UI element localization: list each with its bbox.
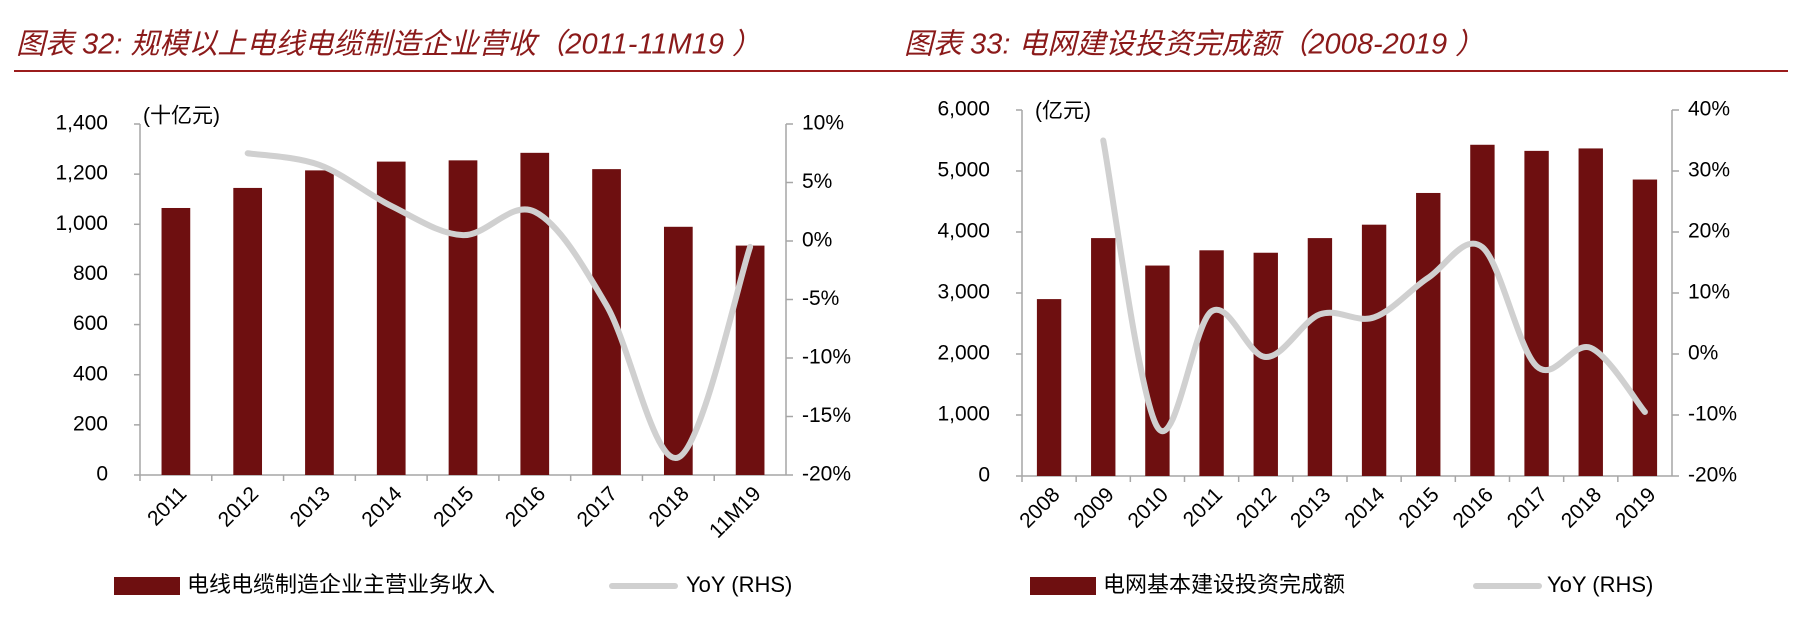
bar [1524,150,1549,476]
bar [1578,148,1603,476]
legend-label: YoY (RHS) [1547,572,1653,597]
y-axis-unit: (亿元) [1035,100,1091,123]
x-tick-label: 2017 [573,482,622,531]
x-tick-label: 2012 [1232,483,1281,532]
y-tick-label: 6,000 [937,98,990,121]
legend-label: YoY (RHS) [686,572,792,597]
line-series [244,150,754,461]
bar [1253,252,1278,476]
y-tick-label: 0 [96,463,108,486]
y2-tick-label: -20% [1688,464,1737,487]
y-tick-label: 600 [73,312,108,335]
y2-tick-label: -5% [802,287,839,310]
y-tick-label: 5,000 [937,159,990,182]
y2-tick-label: -10% [802,346,851,369]
y-tick-label: 4,000 [937,220,990,243]
bar [1091,238,1116,476]
y2-tick-label: 20% [1688,220,1730,243]
bar [1036,299,1062,476]
bar [1416,192,1441,476]
x-tick-label: 2019 [1611,483,1660,532]
x-tick-label: 2015 [429,482,478,531]
x-tick-label: 2010 [1124,483,1173,532]
x-tick-label: 2011 [1179,483,1227,531]
y2-tick-label: 10% [1688,281,1730,304]
y2-tick-label: 30% [1688,159,1730,182]
x-tick-label: 2015 [1394,483,1443,532]
bar [233,187,263,476]
bar [1199,250,1224,476]
y2-tick-label: 40% [1688,98,1730,121]
y-tick-label: 1,400 [55,112,108,135]
chart-title: 图表 32: 规模以上电线电缆制造企业营收（2011-11M19 ） [16,29,761,61]
x-tick-label: 2009 [1069,483,1118,532]
bar [663,226,693,475]
legend-label: 电网基本建设投资完成额 [1103,572,1345,597]
x-tick-label: 2011 [143,482,191,530]
x-tick-label: 2012 [214,482,263,531]
legend-label: 电线电缆制造企业主营业务收入 [187,572,495,597]
x-tick-label: 2017 [1503,483,1552,532]
y2-tick-label: -15% [802,404,851,427]
y2-tick-label: -10% [1688,403,1737,426]
x-tick-label: 2016 [1449,483,1498,532]
x-tick-label: 2018 [1557,483,1606,532]
y2-tick-label: -20% [802,463,851,486]
x-tick-label: 2013 [286,482,335,531]
bar [448,160,478,475]
x-tick-label: 11M19 [705,482,766,543]
bar [520,152,550,475]
bar [161,207,191,475]
y-tick-label: 1,000 [55,212,108,235]
bar [305,170,334,475]
x-tick-label: 2016 [501,482,550,531]
y-tick-label: 800 [73,262,108,285]
y-tick-label: 200 [73,412,108,435]
legend-swatch [1030,577,1096,595]
bar [1632,179,1658,477]
bar [1361,224,1387,476]
x-tick-label: 2018 [644,482,693,531]
y-axis-unit: (十亿元) [143,105,220,128]
x-tick-label: 2013 [1286,483,1335,532]
y2-tick-label: 0% [1688,342,1718,365]
x-tick-label: 2008 [1015,483,1064,532]
y2-tick-label: 5% [802,170,832,193]
y2-tick-label: 0% [802,229,832,252]
y-tick-label: 1,000 [937,403,990,426]
bar [1470,144,1495,476]
y-tick-label: 2,000 [937,342,990,365]
bar [1145,265,1170,476]
y-tick-label: 400 [73,362,108,385]
line-series [1100,137,1648,434]
y-tick-label: 1,200 [55,162,108,185]
chart-title: 图表 33: 电网建设投资完成额（2008-2019 ） [904,29,1484,61]
legend-swatch [114,577,180,595]
x-tick-label: 2014 [357,482,407,532]
y-tick-label: 0 [978,464,990,487]
x-tick-label: 2014 [1340,483,1390,533]
y-tick-label: 3,000 [937,281,990,304]
y2-tick-label: 10% [802,112,844,135]
bar [1307,238,1333,476]
